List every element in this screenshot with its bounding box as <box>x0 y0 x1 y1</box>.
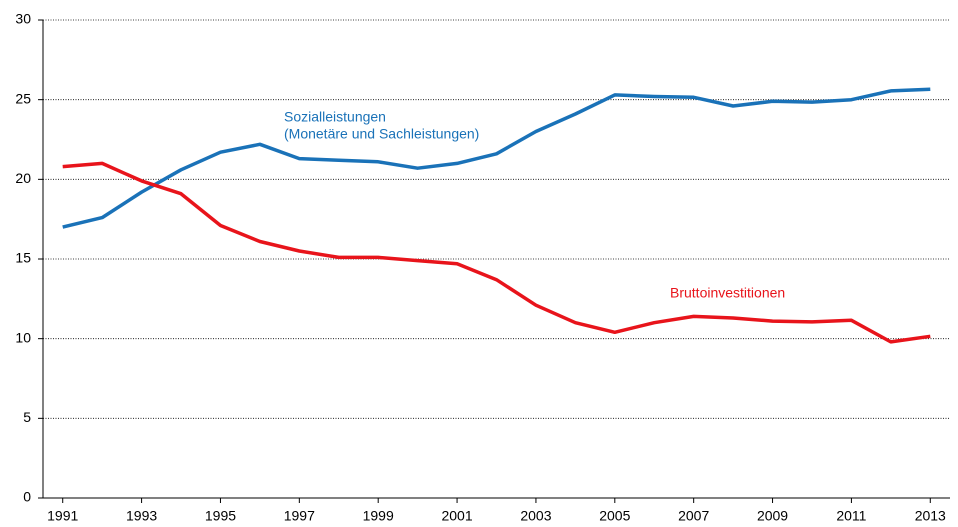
x-tick-label: 2001 <box>441 508 472 524</box>
annotation: Sozialleistungen <box>284 109 386 125</box>
x-tick-label: 1995 <box>205 508 236 524</box>
y-tick-label: 30 <box>15 11 31 27</box>
x-tick-label: 1993 <box>126 508 157 524</box>
x-tick-label: 1997 <box>284 508 315 524</box>
x-tick-label: 1991 <box>47 508 78 524</box>
annotation: (Monetäre und Sachleistungen) <box>284 126 479 142</box>
y-tick-label: 15 <box>15 250 31 266</box>
y-tick-label: 10 <box>15 329 31 345</box>
x-tick-label: 2009 <box>757 508 788 524</box>
y-tick-label: 20 <box>15 170 31 186</box>
series-line <box>62 87 931 229</box>
y-tick-label: 5 <box>23 409 31 425</box>
x-tick-label: 2003 <box>520 508 551 524</box>
x-tick-label: 2011 <box>836 508 866 524</box>
x-tick-label: 2007 <box>678 508 709 524</box>
x-tick-label: 2013 <box>915 508 946 524</box>
y-tick-label: 25 <box>15 90 31 106</box>
annotation: Bruttoinvestitionen <box>670 285 785 301</box>
series-line <box>62 161 931 344</box>
y-tick-label: 0 <box>23 489 31 505</box>
x-tick-label: 2005 <box>599 508 630 524</box>
x-tick-label: 1999 <box>363 508 394 524</box>
